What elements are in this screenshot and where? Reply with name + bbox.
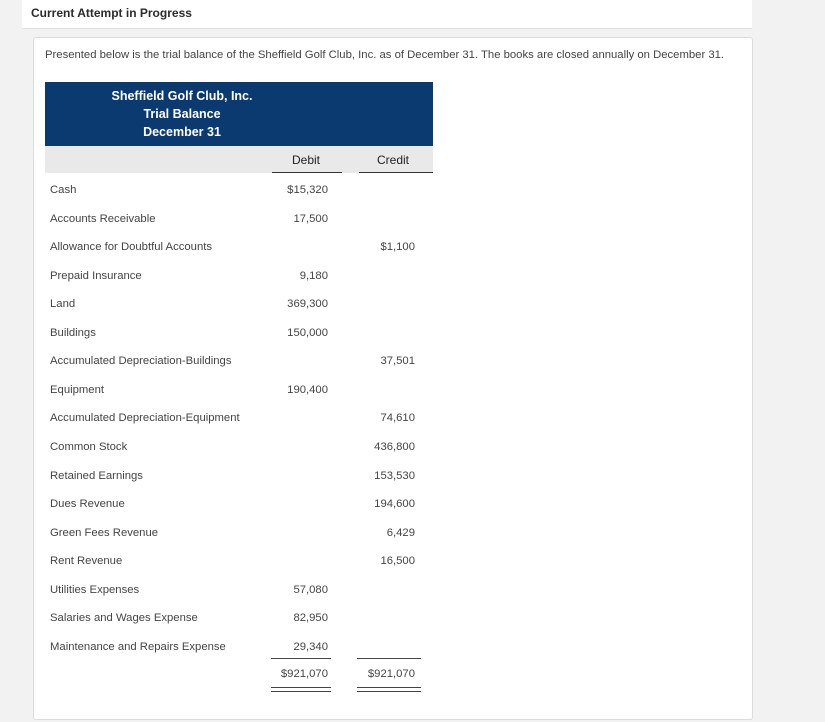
credit-amount: 16,500 — [380, 555, 415, 568]
debit-amount: 9,180 — [299, 269, 328, 282]
table-row: Common Stock 436,800 — [45, 438, 433, 458]
credit-column-header: Credit — [377, 153, 410, 167]
credit-sum-line — [357, 658, 421, 659]
credit-double-rule — [357, 687, 421, 692]
company-name: Sheffield Golf Club, Inc. — [111, 89, 253, 103]
credit-amount: 153,530 — [374, 469, 415, 482]
debit-amount: 369,300 — [287, 298, 328, 311]
table-row: Retained Earnings 153,530 — [45, 467, 433, 487]
table-row: Rent Revenue 16,500 — [45, 552, 433, 572]
account-name: Equipment — [50, 383, 105, 396]
question-intro-text: Presented below is the trial balance of … — [45, 49, 725, 61]
column-header-bar: Debit Credit — [45, 146, 433, 173]
table-row: Maintenance and Repairs Expense 29,340 — [45, 638, 433, 658]
debit-amount: $15,320 — [287, 184, 328, 196]
debit-double-rule — [271, 687, 331, 692]
account-name: Utilities Expenses — [50, 583, 140, 596]
table-row: Land 369,300 — [45, 295, 433, 315]
credit-amount: 37,501 — [380, 355, 415, 368]
table-row: Prepaid Insurance 9,180 — [45, 267, 433, 287]
credit-amount: 436,800 — [374, 440, 415, 453]
debit-amount: 190,400 — [287, 383, 328, 396]
total-credit: $921,070 — [367, 668, 415, 680]
debit-amount: 29,340 — [293, 640, 328, 653]
table-row: Buildings 150,000 — [45, 324, 433, 344]
account-name: Green Fees Revenue — [50, 526, 159, 539]
account-name: Land — [50, 298, 76, 311]
debit-amount: 82,950 — [293, 612, 328, 625]
total-debit: $921,070 — [280, 668, 328, 680]
table-row: Accounts Receivable 17,500 — [45, 210, 433, 230]
table-row: Accumulated Depreciation-Equipment 74,610 — [45, 409, 433, 429]
table-row: Salaries and Wages Expense 82,950 — [45, 609, 433, 629]
debit-column-header: Debit — [292, 153, 321, 167]
totals-row: $921,070 $921,070 — [45, 665, 433, 685]
credit-amount: $1,100 — [380, 241, 415, 254]
table-row: Green Fees Revenue 6,429 — [45, 524, 433, 544]
account-name: Rent Revenue — [50, 555, 123, 568]
statement-title: Trial Balance — [143, 107, 221, 121]
account-name: Retained Earnings — [50, 469, 143, 482]
account-name: Common Stock — [50, 440, 128, 453]
account-name: Accounts Receivable — [50, 212, 156, 225]
account-name: Maintenance and Repairs Expense — [50, 640, 226, 653]
attempt-status-title: Current Attempt in Progress — [31, 6, 192, 20]
table-row: Accumulated Depreciation-Buildings 37,501 — [45, 352, 433, 372]
question-card: Presented below is the trial balance of … — [33, 37, 753, 720]
credit-header-rule — [359, 172, 433, 173]
account-name: Prepaid Insurance — [50, 269, 142, 282]
credit-amount: 194,600 — [374, 498, 415, 511]
top-bar: Current Attempt in Progress — [22, 0, 752, 29]
account-name: Accumulated Depreciation-Buildings — [50, 355, 232, 368]
debit-amount: 57,080 — [293, 583, 328, 596]
table-row: Allowance for Doubtful Accounts $1,100 — [45, 238, 433, 258]
credit-amount: 6,429 — [386, 526, 415, 539]
table-row: Equipment 190,400 — [45, 381, 433, 401]
debit-amount: 150,000 — [287, 326, 328, 339]
table-row: Utilities Expenses 57,080 — [45, 581, 433, 601]
account-name: Accumulated Depreciation-Equipment — [50, 412, 240, 425]
account-name: Dues Revenue — [50, 498, 125, 511]
account-name: Cash — [50, 184, 77, 196]
trial-balance-header: Sheffield Golf Club, Inc. Trial Balance … — [45, 82, 433, 146]
account-name: Salaries and Wages Expense — [50, 612, 198, 625]
credit-amount: 74,610 — [380, 412, 415, 425]
account-name: Allowance for Doubtful Accounts — [50, 241, 213, 254]
table-row: Dues Revenue 194,600 — [45, 495, 433, 515]
debit-amount: 17,500 — [293, 212, 328, 225]
debit-sum-line — [271, 658, 331, 659]
account-name: Buildings — [50, 326, 96, 339]
statement-date: December 31 — [143, 125, 221, 139]
table-row: Cash $15,320 — [45, 181, 433, 201]
debit-header-rule — [272, 172, 342, 173]
